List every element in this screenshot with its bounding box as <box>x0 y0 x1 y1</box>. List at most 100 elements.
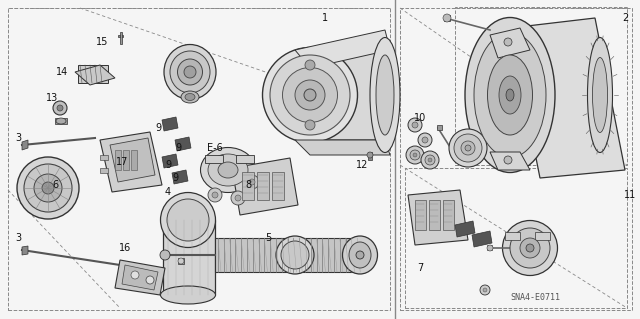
Text: 9: 9 <box>175 143 181 153</box>
Ellipse shape <box>504 38 512 46</box>
Text: 12: 12 <box>356 160 368 170</box>
Ellipse shape <box>526 244 534 252</box>
Bar <box>131 150 137 170</box>
Text: 14: 14 <box>56 67 68 77</box>
Ellipse shape <box>304 89 316 101</box>
Polygon shape <box>490 28 530 58</box>
Ellipse shape <box>24 164 72 212</box>
Polygon shape <box>22 246 28 255</box>
Ellipse shape <box>208 188 222 202</box>
Ellipse shape <box>499 76 521 114</box>
Ellipse shape <box>160 250 170 260</box>
Ellipse shape <box>418 133 432 147</box>
Bar <box>100 155 108 160</box>
Text: 4: 4 <box>165 187 171 197</box>
Polygon shape <box>408 190 468 245</box>
Ellipse shape <box>506 89 514 101</box>
Ellipse shape <box>161 192 216 248</box>
Ellipse shape <box>465 18 555 173</box>
Ellipse shape <box>200 147 255 192</box>
Ellipse shape <box>56 118 66 124</box>
Polygon shape <box>232 158 298 215</box>
Ellipse shape <box>53 101 67 115</box>
Polygon shape <box>162 154 178 168</box>
Ellipse shape <box>488 55 532 135</box>
Ellipse shape <box>483 288 487 292</box>
Ellipse shape <box>305 120 315 130</box>
Ellipse shape <box>520 238 540 258</box>
Ellipse shape <box>443 14 451 22</box>
Ellipse shape <box>449 129 487 167</box>
Polygon shape <box>115 260 165 295</box>
Polygon shape <box>310 35 390 140</box>
Polygon shape <box>295 30 390 68</box>
Text: 15: 15 <box>96 37 108 47</box>
Ellipse shape <box>161 286 216 304</box>
Ellipse shape <box>461 141 475 155</box>
Text: 6: 6 <box>52 180 58 190</box>
Ellipse shape <box>42 182 54 194</box>
Ellipse shape <box>412 122 418 128</box>
Bar <box>118 35 123 37</box>
Text: 8: 8 <box>245 180 251 190</box>
Ellipse shape <box>502 220 557 276</box>
Ellipse shape <box>185 93 195 100</box>
Text: E-6: E-6 <box>207 143 223 153</box>
Polygon shape <box>110 138 155 182</box>
Text: 9: 9 <box>155 123 161 133</box>
Ellipse shape <box>276 236 314 274</box>
Bar <box>242 172 254 200</box>
Ellipse shape <box>131 271 139 279</box>
Text: 13: 13 <box>46 93 58 103</box>
Bar <box>8 8 390 310</box>
Bar <box>443 200 454 230</box>
Ellipse shape <box>349 242 371 268</box>
Polygon shape <box>455 221 475 237</box>
Bar <box>487 245 492 250</box>
Ellipse shape <box>454 134 482 162</box>
Bar <box>535 232 550 240</box>
Text: SNA4-E0711: SNA4-E0711 <box>510 293 560 302</box>
Bar <box>257 172 269 200</box>
Bar <box>236 155 254 163</box>
Bar <box>429 200 440 230</box>
Polygon shape <box>510 18 625 178</box>
Ellipse shape <box>164 44 216 100</box>
Ellipse shape <box>421 151 439 169</box>
Bar <box>505 232 520 240</box>
Bar <box>178 258 184 264</box>
Polygon shape <box>295 140 390 155</box>
Bar <box>272 172 284 200</box>
Polygon shape <box>172 170 188 184</box>
Text: 10: 10 <box>414 113 426 123</box>
Bar <box>120 32 122 44</box>
Ellipse shape <box>356 251 364 259</box>
Ellipse shape <box>218 162 238 178</box>
Bar <box>100 168 108 173</box>
Bar <box>415 200 426 230</box>
Ellipse shape <box>367 152 373 158</box>
Ellipse shape <box>487 245 493 251</box>
Ellipse shape <box>57 105 63 111</box>
Ellipse shape <box>170 51 210 93</box>
Ellipse shape <box>305 60 315 70</box>
Text: 3: 3 <box>15 133 21 143</box>
Ellipse shape <box>178 258 184 264</box>
Ellipse shape <box>408 118 422 132</box>
Ellipse shape <box>425 155 435 165</box>
Ellipse shape <box>146 276 154 284</box>
Bar <box>123 150 129 170</box>
Bar <box>400 8 632 310</box>
Bar <box>368 152 372 160</box>
Polygon shape <box>490 152 530 170</box>
Ellipse shape <box>465 145 471 151</box>
Text: 17: 17 <box>116 157 128 167</box>
Ellipse shape <box>281 241 309 269</box>
Polygon shape <box>162 117 178 131</box>
Text: 2: 2 <box>622 13 628 23</box>
Ellipse shape <box>208 154 248 186</box>
Ellipse shape <box>593 57 607 132</box>
Ellipse shape <box>295 80 325 110</box>
Bar <box>78 65 108 83</box>
Text: 9: 9 <box>172 173 178 183</box>
